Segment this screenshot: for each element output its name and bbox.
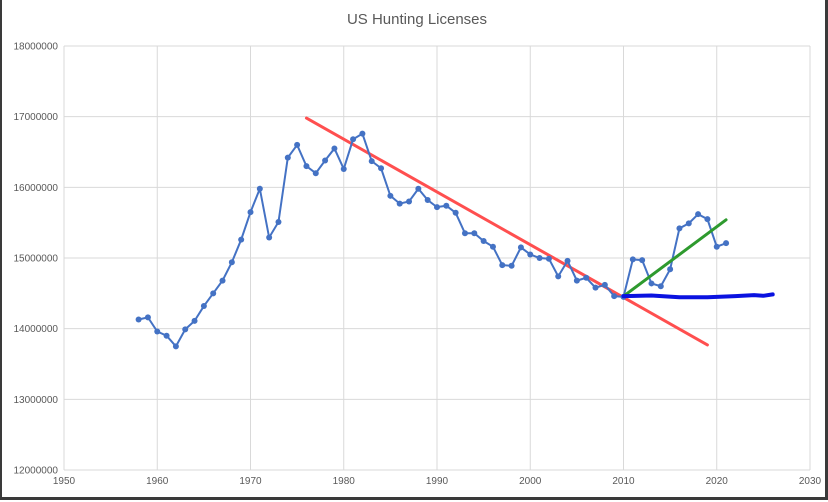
data-point [387, 192, 394, 199]
data-point [601, 281, 608, 288]
x-tick-label: 2030 [799, 476, 822, 487]
data-point [452, 209, 459, 216]
data-point [611, 293, 618, 300]
data-point [172, 343, 179, 350]
green-trend-line [622, 218, 728, 298]
x-axis-tick-labels: 1950 1960 1970 1980 1990 2000 2010 2020 2030 [53, 476, 822, 487]
data-point [191, 317, 198, 324]
data-point [210, 290, 217, 297]
data-point [573, 277, 580, 284]
data-point [527, 251, 534, 258]
y-tick-label: 16000000 [14, 183, 59, 194]
blue-freehand-line [621, 292, 775, 300]
red-trend-line [304, 116, 709, 347]
data-point [378, 165, 385, 172]
data-point [685, 220, 692, 227]
data-point [275, 218, 282, 225]
data-point [396, 200, 403, 207]
data-point [200, 303, 207, 310]
x-tick-label: 1960 [146, 476, 169, 487]
data-point [163, 332, 170, 339]
data-point [368, 158, 375, 165]
data-point [704, 216, 711, 223]
data-point [415, 185, 422, 192]
data-point [461, 230, 468, 237]
y-tick-label: 17000000 [14, 112, 59, 123]
data-point [350, 136, 357, 143]
data-point [294, 141, 301, 148]
data-point [247, 209, 254, 216]
data-point [312, 170, 319, 177]
data-series [135, 130, 730, 350]
data-point [256, 185, 263, 192]
y-tick-label: 18000000 [14, 42, 59, 53]
data-point [517, 244, 524, 251]
data-point [266, 234, 273, 241]
data-point [331, 145, 338, 152]
y-tick-label: 14000000 [14, 324, 59, 335]
blue-freehand-stroke [621, 292, 775, 300]
data-point [219, 277, 226, 284]
data-point [480, 238, 487, 245]
data-point [648, 280, 655, 287]
data-point [499, 262, 506, 269]
data-point [434, 204, 440, 211]
data-point [508, 262, 515, 269]
data-point [303, 163, 310, 170]
x-tick-label: 2010 [612, 476, 635, 487]
y-tick-label: 12000000 [14, 466, 59, 477]
data-point [723, 240, 730, 247]
x-tick-label: 1990 [426, 476, 449, 487]
y-axis-tick-labels: 12000000 13000000 14000000 15000000 16000000… [14, 42, 59, 477]
data-point [322, 157, 329, 164]
data-point [639, 257, 646, 264]
data-point [489, 243, 496, 250]
data-point [471, 230, 478, 237]
x-tick-label: 2020 [706, 476, 729, 487]
data-point [238, 236, 245, 243]
data-point [629, 256, 636, 263]
data-point [695, 211, 702, 218]
green-trend-segment [622, 218, 728, 298]
data-point [564, 257, 571, 264]
data-point [583, 274, 590, 281]
data-point [144, 314, 151, 321]
x-tick-label: 1950 [53, 476, 76, 487]
data-point [536, 255, 543, 261]
x-tick-label: 1980 [333, 476, 356, 487]
data-point [676, 225, 683, 232]
y-tick-label: 15000000 [14, 254, 59, 265]
data-point [713, 243, 720, 250]
data-point [284, 154, 291, 161]
data-point [657, 283, 664, 290]
data-point [340, 165, 347, 172]
data-point [135, 316, 142, 323]
data-point [154, 328, 161, 335]
red-trend-segment [304, 116, 709, 347]
data-point [592, 284, 599, 291]
data-point [424, 197, 431, 204]
data-point [359, 130, 366, 137]
data-point [545, 255, 552, 262]
x-tick-label: 1970 [239, 476, 262, 487]
grid-lines [63, 45, 811, 471]
data-point [182, 326, 189, 333]
data-point [667, 266, 674, 273]
chart-title: US Hunting Licenses [347, 11, 487, 28]
series-line [138, 132, 727, 349]
data-point [406, 198, 413, 205]
y-tick-label: 13000000 [14, 395, 59, 406]
x-tick-label: 2000 [519, 476, 542, 487]
data-point [555, 273, 562, 280]
data-point [443, 202, 450, 209]
data-point [228, 259, 235, 266]
